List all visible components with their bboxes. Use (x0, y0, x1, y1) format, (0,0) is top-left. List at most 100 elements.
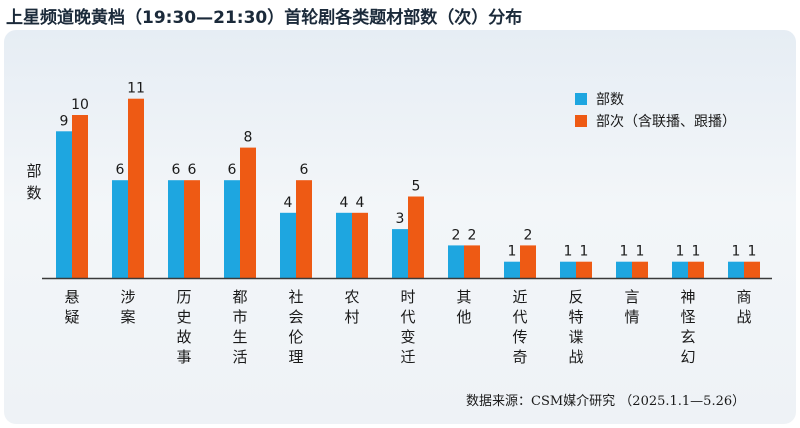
bar-series2-9 (576, 261, 592, 278)
category-label-char: 活 (232, 348, 247, 366)
category-label-char: 情 (624, 308, 639, 326)
category-label-char: 案 (120, 308, 135, 326)
category-label-char: 迁 (400, 348, 415, 366)
bar-series1-9 (560, 261, 576, 278)
y-axis-label-char: 部 (26, 162, 41, 180)
category-label-char: 奇 (512, 348, 527, 366)
data-source-note: 数据来源：CSM媒介研究 （2025.1.1—5.26） (466, 394, 745, 409)
category-label-char: 变 (400, 328, 415, 346)
category-label-char: 市 (232, 308, 247, 326)
bar-series1-0 (56, 131, 72, 278)
bar-series2-0 (72, 115, 88, 278)
category-label-char: 反 (568, 288, 583, 306)
bar-series1-6 (392, 229, 408, 278)
bar-value-label: 2 (468, 227, 477, 243)
bar-series2-5 (352, 212, 368, 278)
category-label-char: 玄 (680, 328, 695, 346)
bar-value-label: 6 (172, 162, 181, 178)
category-label-char: 生 (232, 328, 247, 346)
legend-label-1: 部数 (596, 92, 624, 108)
bar-value-label: 4 (284, 195, 293, 211)
bar-series1-7 (448, 245, 464, 278)
category-label-char: 幻 (680, 348, 695, 366)
category-label-char: 史 (176, 308, 191, 326)
bar-series2-4 (296, 180, 312, 278)
category-label-char: 战 (568, 348, 583, 366)
bar-series1-1 (112, 180, 128, 278)
bar-series1-2 (168, 180, 184, 278)
category-label-char: 悬 (64, 288, 79, 306)
category-label-char: 他 (456, 308, 471, 326)
bar-series2-8 (520, 245, 536, 278)
bar-value-label: 1 (676, 244, 685, 260)
bar-value-label: 6 (300, 162, 309, 178)
bar-value-label: 1 (732, 244, 741, 260)
category-label-char: 农 (344, 288, 359, 306)
bar-value-label: 1 (564, 244, 573, 260)
bar-value-label: 10 (71, 97, 89, 113)
category-label-char: 代 (400, 308, 415, 326)
category-label-char: 特 (568, 308, 583, 326)
legend-label-2: 部次（含联播、跟播） (596, 114, 736, 130)
bar-series2-12 (744, 261, 760, 278)
y-axis-label: 部数 (26, 162, 41, 202)
bar-series2-7 (464, 245, 480, 278)
bar-series2-3 (240, 147, 256, 278)
category-label-char: 会 (288, 308, 303, 326)
bar-value-label: 1 (508, 244, 517, 260)
bar-value-label: 6 (188, 162, 197, 178)
category-label-char: 历 (176, 288, 191, 306)
bar-value-label: 4 (356, 195, 365, 211)
category-label-char: 谍 (568, 328, 583, 346)
category-label-char: 社 (288, 288, 303, 306)
bar-series2-10 (632, 261, 648, 278)
bar-series1-12 (728, 261, 744, 278)
category-label-char: 伦 (288, 328, 303, 346)
bar-series1-5 (336, 212, 352, 278)
category-label-char: 怪 (680, 308, 695, 326)
category-label-char: 时 (400, 288, 415, 306)
category-label-char: 战 (736, 308, 751, 326)
category-label-char: 神 (680, 288, 695, 306)
bar-value-label: 5 (412, 179, 421, 195)
bar-value-label: 9 (60, 113, 69, 129)
bar-value-label: 6 (228, 162, 237, 178)
bar-series1-3 (224, 180, 240, 278)
bar-series1-11 (672, 261, 688, 278)
bar-value-label: 4 (340, 195, 349, 211)
bar-series2-11 (688, 261, 704, 278)
bars-group (56, 98, 760, 278)
chart-title: 上星频道晚黄档（19:30—21:30）首轮剧各类题材部数（次）分布 (6, 8, 523, 28)
y-axis-label-char: 数 (26, 184, 41, 202)
category-label-char: 理 (288, 348, 303, 366)
category-label-char: 村 (344, 308, 359, 326)
bar-series1-8 (504, 261, 520, 278)
bar-value-label: 1 (620, 244, 629, 260)
bar-value-label: 1 (580, 244, 589, 260)
category-label-char: 商 (736, 288, 751, 306)
bar-value-label: 2 (452, 227, 461, 243)
category-label-char: 传 (512, 328, 527, 346)
bar-series2-2 (184, 180, 200, 278)
bar-value-label: 1 (692, 244, 701, 260)
legend-swatch-1 (575, 93, 587, 105)
category-label-char: 故 (176, 328, 191, 346)
bar-value-label: 8 (244, 130, 253, 146)
bar-value-label: 1 (636, 244, 645, 260)
bar-value-label: 2 (524, 227, 533, 243)
category-label-char: 其 (456, 288, 471, 306)
category-label-char: 都 (232, 288, 247, 306)
bar-value-label: 6 (116, 162, 125, 178)
category-label-char: 近 (512, 288, 527, 306)
category-label-char: 疑 (64, 308, 79, 326)
bar-series1-4 (280, 212, 296, 278)
category-label-char: 涉 (120, 288, 135, 306)
bar-series2-6 (408, 196, 424, 278)
bar-series1-10 (616, 261, 632, 278)
bar-value-label: 11 (127, 81, 145, 97)
category-label-char: 代 (512, 308, 527, 326)
